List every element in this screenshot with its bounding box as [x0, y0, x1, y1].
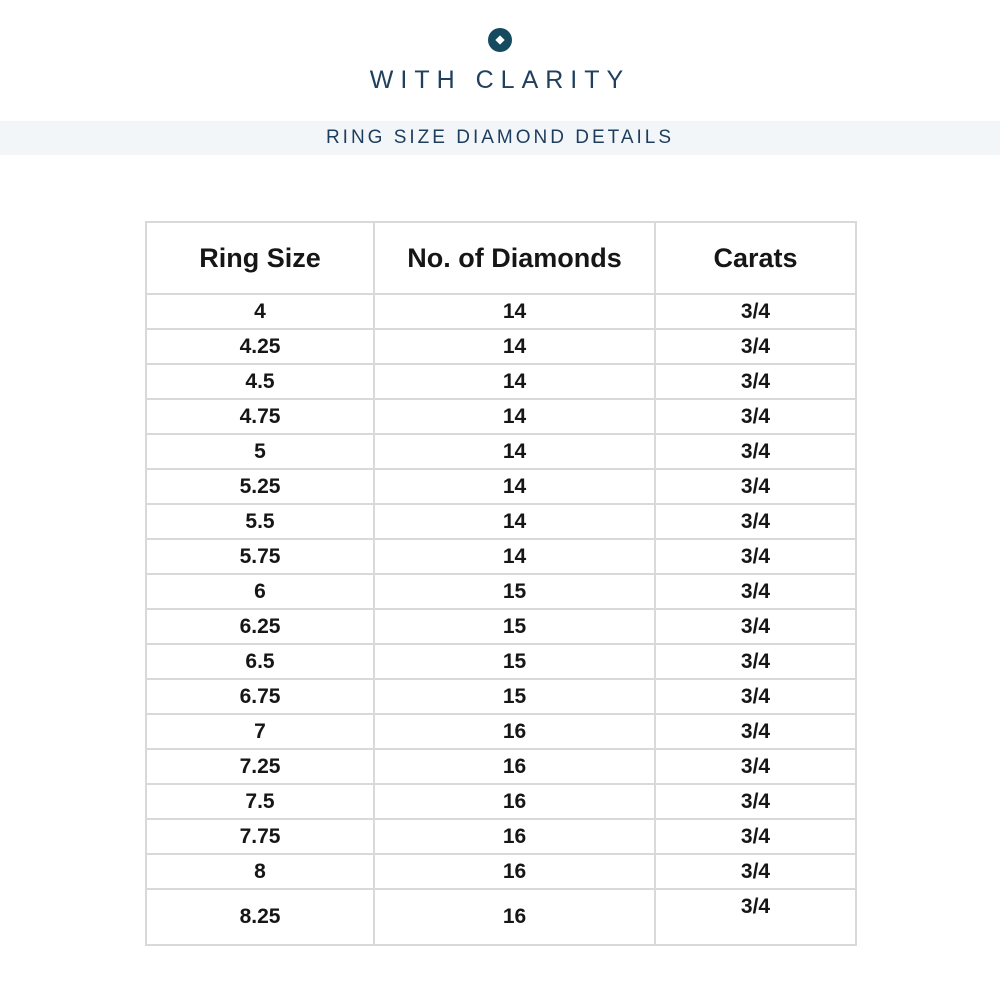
- carats-cell: 3/4: [654, 503, 857, 540]
- diamonds-cell: 14: [373, 328, 656, 365]
- table-row: 7.25 16 3/4: [145, 748, 857, 785]
- ring-size-cell: 7.5: [145, 783, 375, 820]
- carats-cell: 3/4: [654, 888, 857, 946]
- table-row: 5.75 14 3/4: [145, 538, 857, 575]
- brand-header: WITH CLARITY: [0, 0, 1000, 95]
- table-row: 8 16 3/4: [145, 853, 857, 890]
- diamonds-cell: 16: [373, 783, 656, 820]
- carats-cell: 3/4: [654, 643, 857, 680]
- ring-size-cell: 5.75: [145, 538, 375, 575]
- diamonds-cell: 15: [373, 678, 656, 715]
- diamonds-cell: 15: [373, 643, 656, 680]
- carats-cell: 3/4: [654, 853, 857, 890]
- carats-cell: 3/4: [654, 573, 857, 610]
- carats-cell: 3/4: [654, 468, 857, 505]
- table-row: 4.75 14 3/4: [145, 398, 857, 435]
- carats-cell: 3/4: [654, 398, 857, 435]
- diamonds-cell: 14: [373, 398, 656, 435]
- ring-size-cell: 6: [145, 573, 375, 610]
- ring-size-cell: 6.5: [145, 643, 375, 680]
- ring-size-cell: 8.25: [145, 888, 375, 946]
- table-row: 6.5 15 3/4: [145, 643, 857, 680]
- page-title: RING SIZE DIAMOND DETAILS: [325, 127, 675, 148]
- ring-size-cell: 6.75: [145, 678, 375, 715]
- table-row: 5.25 14 3/4: [145, 468, 857, 505]
- table-row: 4.5 14 3/4: [145, 363, 857, 400]
- diamonds-cell: 14: [373, 468, 656, 505]
- diamonds-cell: 14: [373, 503, 656, 540]
- carats-cell: 3/4: [654, 713, 857, 750]
- table-row: 6.25 15 3/4: [145, 608, 857, 645]
- ring-size-cell: 7.75: [145, 818, 375, 855]
- table-row: 7.5 16 3/4: [145, 783, 857, 820]
- table-row: 5.5 14 3/4: [145, 503, 857, 540]
- carats-cell: 3/4: [654, 293, 857, 330]
- ring-size-cell: 4: [145, 293, 375, 330]
- diamonds-cell: 15: [373, 573, 656, 610]
- table-row: 7.75 16 3/4: [145, 818, 857, 855]
- brand-name: WITH CLARITY: [369, 66, 631, 94]
- ring-size-cell: 6.25: [145, 608, 375, 645]
- diamonds-cell: 16: [373, 818, 656, 855]
- ring-size-cell: 5: [145, 433, 375, 470]
- ring-size-cell: 7.25: [145, 748, 375, 785]
- ring-size-cell: 4.75: [145, 398, 375, 435]
- table-row: 4 14 3/4: [145, 293, 857, 330]
- diamonds-cell: 16: [373, 853, 656, 890]
- ring-size-cell: 5.5: [145, 503, 375, 540]
- carats-cell: 3/4: [654, 328, 857, 365]
- diamonds-cell: 16: [373, 748, 656, 785]
- carats-cell: 3/4: [654, 363, 857, 400]
- table-row: 7 16 3/4: [145, 713, 857, 750]
- diamond-in-circle-icon: [488, 28, 512, 52]
- diamonds-cell: 14: [373, 538, 656, 575]
- column-header-no-of-diamonds: No. of Diamonds: [373, 221, 656, 295]
- carats-cell: 3/4: [654, 783, 857, 820]
- diamonds-cell: 14: [373, 293, 656, 330]
- diamonds-cell: 15: [373, 608, 656, 645]
- ring-size-cell: 4.25: [145, 328, 375, 365]
- table-row: 4.25 14 3/4: [145, 328, 857, 365]
- ring-size-table: Ring Size No. of Diamonds Carats 4 14 3/4 4…: [145, 221, 857, 946]
- carats-cell: 3/4: [654, 748, 857, 785]
- carats-cell: 3/4: [654, 538, 857, 575]
- diamonds-cell: 16: [373, 713, 656, 750]
- carats-cell: 3/4: [654, 608, 857, 645]
- diamonds-cell: 14: [373, 363, 656, 400]
- ring-size-cell: 7: [145, 713, 375, 750]
- table-body: 4 14 3/4 4.25 14 3/4 4.5 14 3/4 4.75 14 3/4 5 14 3/4 5.…: [145, 293, 857, 946]
- table-row: 5 14 3/4: [145, 433, 857, 470]
- table-row: 6.75 15 3/4: [145, 678, 857, 715]
- ring-size-cell: 5.25: [145, 468, 375, 505]
- column-header-carats: Carats: [654, 221, 857, 295]
- table-row: 6 15 3/4: [145, 573, 857, 610]
- ring-size-cell: 4.5: [145, 363, 375, 400]
- diamonds-cell: 16: [373, 888, 656, 946]
- carats-cell: 3/4: [654, 818, 857, 855]
- table-header-row: Ring Size No. of Diamonds Carats: [145, 221, 857, 295]
- carats-cell: 3/4: [654, 433, 857, 470]
- column-header-ring-size: Ring Size: [145, 221, 375, 295]
- table-row: 8.25 16 3/4: [145, 888, 857, 946]
- carats-cell: 3/4: [654, 678, 857, 715]
- diamonds-cell: 14: [373, 433, 656, 470]
- page-title-banner: RING SIZE DIAMOND DETAILS: [0, 121, 1000, 155]
- ring-size-table-container: Ring Size No. of Diamonds Carats 4 14 3/4 4…: [145, 221, 857, 946]
- ring-size-cell: 8: [145, 853, 375, 890]
